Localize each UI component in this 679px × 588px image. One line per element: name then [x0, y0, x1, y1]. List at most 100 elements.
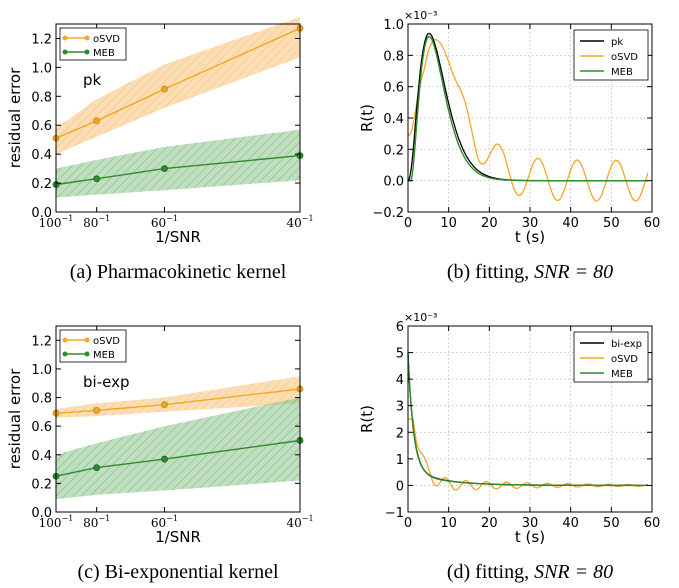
legend: oSVD MEB: [59, 27, 127, 61]
y-tick-label: 1.2: [31, 32, 52, 47]
y-tick-label: 0.0: [31, 506, 52, 521]
series-line-meb: [55, 154, 301, 186]
x-tick-label: 50: [603, 516, 620, 531]
y-tick-label: 1: [396, 453, 404, 468]
legend-label: MEB: [93, 350, 115, 361]
legend-marker: [84, 351, 90, 357]
y-tick-label: 0.2: [31, 477, 52, 492]
point-meb: [161, 165, 168, 173]
legend: oSVD MEB: [59, 329, 127, 363]
y-axis-label: R(t): [358, 104, 376, 132]
legend-label: pk: [611, 37, 623, 48]
series-line-osvd: [55, 27, 301, 139]
x-tick-label: 100−1: [39, 514, 74, 530]
band-meb: [56, 397, 300, 500]
legend-label: oSVD: [611, 354, 638, 365]
y-tick-label: 4: [396, 373, 404, 388]
y-tick-label: 0.6: [383, 81, 404, 96]
kernel-annotation: pk: [83, 71, 102, 89]
y-tick-label: 0.8: [383, 49, 404, 64]
y-tick-label: 5: [396, 347, 404, 362]
band-osvd: [56, 16, 300, 155]
point-meb: [161, 455, 168, 463]
legend-label: MEB: [611, 369, 633, 380]
panel-b: −0.2 0.0 0.2 0.4 0.6 0.8 1.0 0 10 20 30 40 50 60 ×10⁻³…: [358, 9, 660, 283]
y-tick-label: −1: [385, 506, 404, 521]
y-tick-label: −0.2: [372, 206, 404, 221]
x-tick-label: 100−1: [39, 214, 74, 230]
series-line-meb: [55, 439, 301, 477]
y-tick-label: 0.2: [383, 143, 404, 158]
point-osvd: [161, 85, 168, 93]
band-meb: [56, 129, 300, 198]
y-exponent-label: ×10⁻³: [404, 9, 437, 22]
x-tick-label: 20: [481, 216, 498, 231]
x-tick-label: 10: [440, 516, 457, 531]
y-tick-label: 0.2: [31, 177, 52, 192]
x-tick-label: 20: [481, 516, 498, 531]
point-osvd: [161, 401, 168, 409]
x-tick-label: 60−1: [151, 214, 178, 230]
legend-marker: [62, 351, 68, 357]
x-tick-label: 30: [522, 516, 539, 531]
y-tick-label: 1.0: [31, 61, 52, 76]
point-osvd: [93, 407, 101, 414]
legend: bi-exp oSVD MEB: [573, 331, 649, 383]
series-line-osvd: [55, 388, 301, 414]
series-line-osvd: [407, 39, 649, 202]
legend-label: oSVD: [93, 34, 120, 45]
legend-marker: [62, 35, 68, 41]
legend-marker: [62, 49, 68, 55]
y-tick-label: 0.4: [383, 112, 404, 127]
plot-frame: [55, 325, 301, 513]
legend-box: [59, 27, 127, 61]
series-line-osvd: [408, 418, 648, 491]
y-tick-label: 6: [396, 320, 404, 335]
y-axis-label: residual error: [6, 368, 24, 469]
y-tick-label: 0.0: [383, 175, 404, 190]
legend-label: bi-exp: [611, 339, 642, 350]
x-tick-label: 0: [404, 516, 412, 531]
series-line-meb: [407, 355, 648, 487]
x-tick-label: 10: [440, 216, 457, 231]
legend-marker: [62, 337, 68, 343]
panel-caption: (c) Bi-exponential kernel: [77, 561, 278, 583]
y-axis-label: residual error: [6, 67, 24, 168]
x-axis-label: t (s): [515, 528, 545, 546]
x-tick-label: 80−1: [83, 214, 110, 230]
x-axis-label: t (s): [515, 228, 545, 246]
point-osvd: [93, 117, 101, 125]
y-tick-label: 0.8: [31, 90, 52, 105]
x-axis-label: 1/SNR: [155, 228, 201, 246]
legend-box: [59, 329, 127, 363]
panel-a: 0.0 0.2 0.4 0.6 0.8 1.0 1.2 100−1 80−1 60−1 40−1 1/…: [6, 16, 314, 283]
x-tick-label: 30: [522, 216, 539, 231]
x-tick-label: 50: [603, 216, 620, 231]
legend-marker: [84, 49, 90, 55]
x-tick-label: 40−1: [286, 514, 313, 530]
y-tick-label: 0.0: [31, 206, 52, 221]
legend-label: oSVD: [93, 336, 120, 347]
y-exponent-label: ×10⁻³: [404, 311, 437, 324]
y-tick-label: 1.0: [383, 18, 404, 33]
panel-c: 0.0 0.2 0.4 0.6 0.8 1.0 1.2 100−1 80−1 60−1 40−1 1/…: [6, 325, 314, 583]
legend-marker: [84, 35, 90, 41]
x-tick-label: 60−1: [151, 514, 178, 530]
y-tick-label: 1.0: [31, 363, 52, 378]
point-meb: [93, 175, 101, 183]
legend-marker: [84, 337, 90, 343]
x-tick-label: 40−1: [286, 214, 313, 230]
y-tick-label: 0.8: [31, 392, 52, 407]
series-line-meb: [408, 35, 648, 182]
legend-label: oSVD: [611, 52, 638, 63]
y-tick-label: 0.4: [31, 148, 52, 163]
kernel-annotation: bi-exp: [83, 373, 129, 391]
legend-label: MEB: [611, 67, 633, 78]
x-tick-label: 80−1: [83, 514, 110, 530]
panel-caption: (b) fitting, SNR = 80: [447, 261, 613, 283]
panel-caption: (d) fitting, SNR = 80: [447, 561, 613, 583]
band-osvd: [56, 376, 300, 418]
y-tick-label: 0.4: [31, 449, 52, 464]
